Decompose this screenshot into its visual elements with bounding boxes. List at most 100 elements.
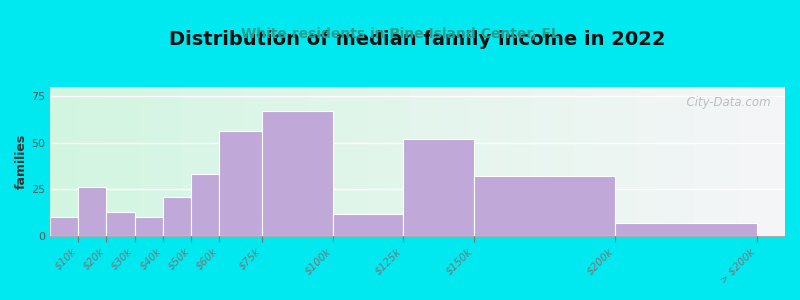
Bar	[298, 87, 300, 236]
Bar	[229, 87, 231, 236]
Bar	[618, 87, 621, 236]
Bar	[287, 87, 290, 236]
Bar	[155, 87, 158, 236]
Bar	[268, 87, 270, 236]
Bar	[665, 87, 667, 236]
Bar	[243, 87, 246, 236]
Bar	[552, 87, 554, 236]
Bar	[464, 87, 466, 236]
Bar	[486, 87, 489, 236]
Bar	[680, 87, 682, 236]
Bar	[98, 87, 102, 236]
Bar	[77, 87, 79, 236]
Bar	[616, 87, 618, 236]
Bar	[515, 87, 518, 236]
Bar	[371, 87, 374, 236]
Bar	[307, 87, 310, 236]
Bar	[692, 87, 694, 236]
Bar	[393, 87, 395, 236]
Bar	[611, 87, 614, 236]
Bar	[734, 87, 736, 236]
Bar	[415, 87, 418, 236]
Bar	[773, 87, 775, 236]
Bar	[329, 87, 332, 236]
Bar	[126, 87, 128, 236]
Bar	[248, 87, 250, 236]
Bar	[422, 87, 425, 236]
Bar	[646, 87, 648, 236]
Bar	[427, 87, 430, 236]
Bar	[403, 139, 474, 236]
Bar	[407, 87, 410, 236]
Bar	[474, 176, 615, 236]
Bar	[302, 87, 305, 236]
Bar	[471, 87, 474, 236]
Bar	[778, 87, 780, 236]
Bar	[194, 87, 197, 236]
Bar	[633, 87, 635, 236]
Bar	[726, 87, 729, 236]
Bar	[211, 87, 214, 236]
Bar	[722, 87, 724, 236]
Bar	[508, 87, 510, 236]
Bar	[667, 87, 670, 236]
Bar	[775, 87, 778, 236]
Bar	[478, 87, 481, 236]
Bar	[91, 87, 94, 236]
Bar	[446, 87, 450, 236]
Bar	[454, 87, 457, 236]
Bar	[457, 87, 459, 236]
Bar	[270, 87, 273, 236]
Bar	[317, 87, 319, 236]
Bar	[292, 87, 295, 236]
Bar	[768, 87, 770, 236]
Bar	[545, 87, 547, 236]
Bar	[170, 87, 172, 236]
Bar	[582, 87, 584, 236]
Bar	[310, 87, 312, 236]
Bar	[685, 87, 687, 236]
Bar	[234, 87, 236, 236]
Bar	[699, 87, 702, 236]
Bar	[729, 87, 731, 236]
Bar	[405, 87, 407, 236]
Bar	[217, 87, 219, 236]
Bar	[538, 87, 540, 236]
Bar	[133, 87, 135, 236]
Bar	[621, 87, 623, 236]
Bar	[236, 87, 238, 236]
Bar	[670, 87, 672, 236]
Bar	[444, 87, 446, 236]
Bar	[333, 214, 403, 236]
Bar	[766, 87, 768, 236]
Bar	[191, 174, 219, 236]
Bar	[180, 87, 182, 236]
Bar	[238, 87, 241, 236]
Bar	[630, 87, 633, 236]
Bar	[596, 87, 598, 236]
Bar	[615, 223, 757, 236]
Bar	[332, 87, 334, 236]
Bar	[540, 87, 542, 236]
Bar	[530, 87, 533, 236]
Text: White residents in Pine Island Center, FL: White residents in Pine Island Center, F…	[241, 28, 559, 41]
Bar	[542, 87, 545, 236]
Bar	[442, 87, 444, 236]
Bar	[72, 87, 74, 236]
Bar	[413, 87, 415, 236]
Bar	[280, 87, 282, 236]
Bar	[305, 87, 307, 236]
Bar	[674, 87, 677, 236]
Bar	[648, 87, 650, 236]
Bar	[491, 87, 494, 236]
Bar	[138, 87, 141, 236]
Bar	[165, 87, 167, 236]
Bar	[246, 87, 248, 236]
Bar	[134, 218, 163, 236]
Bar	[672, 87, 674, 236]
Bar	[635, 87, 638, 236]
Bar	[346, 87, 349, 236]
Bar	[50, 87, 52, 236]
Bar	[89, 87, 91, 236]
Bar	[361, 87, 363, 236]
